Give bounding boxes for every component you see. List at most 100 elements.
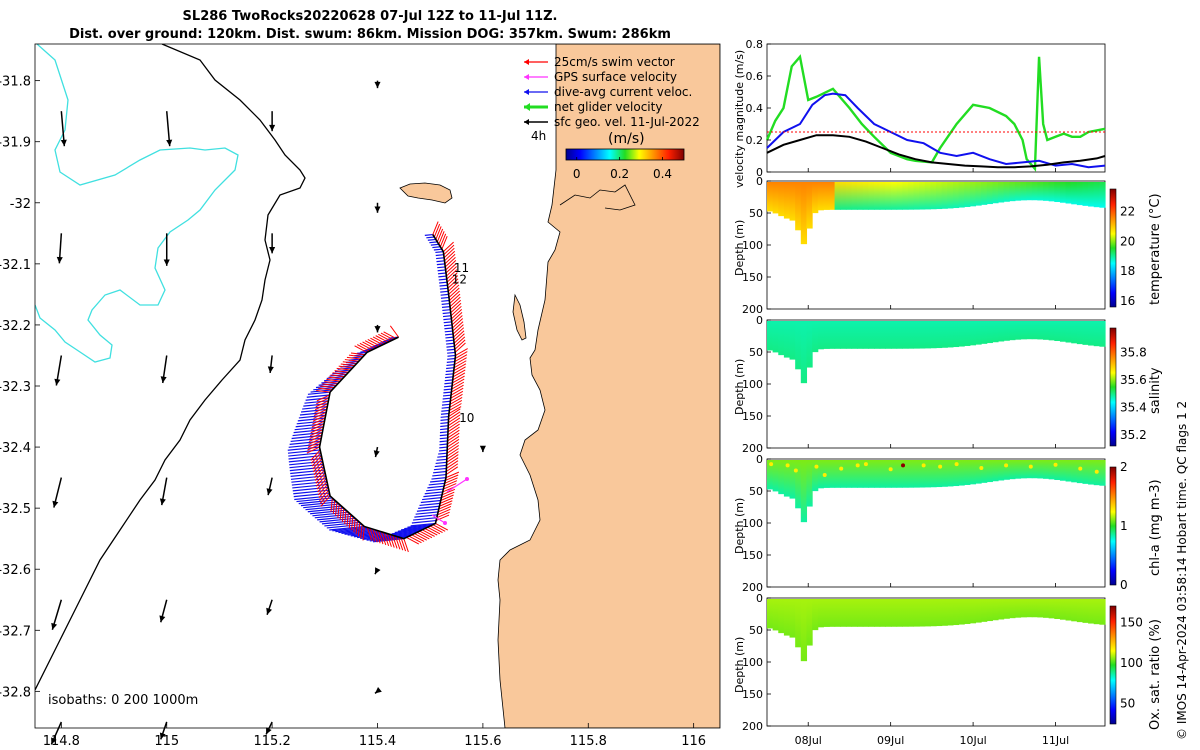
section-strip (896, 182, 903, 210)
section-strip (828, 599, 836, 627)
depth-tick-label: 0 (756, 175, 763, 188)
velocity-series-line (766, 134, 1106, 169)
section-strip (1082, 182, 1089, 206)
isobath-200m (35, 44, 306, 691)
velocity-y-tick-label: 0.4 (746, 102, 764, 115)
map-x-tick-label: 116 (681, 734, 706, 749)
colorbar-tick-label: 22 (1120, 204, 1135, 218)
section-strip (969, 599, 977, 624)
section-strip (1009, 321, 1016, 341)
section-strip (975, 599, 982, 623)
section-strip (1003, 599, 1010, 619)
section-strip (885, 599, 892, 627)
section-strip (952, 321, 960, 348)
section-strip (1043, 599, 1050, 618)
geo-velocity-vector (374, 80, 381, 89)
section-strip (981, 599, 988, 622)
depth-tick-label: 50 (749, 485, 763, 498)
colorbar-tick-label: 20 (1120, 234, 1135, 248)
legend-entry-dive-avg: dive-avg current veloc. (554, 85, 692, 99)
section-strip (1037, 321, 1044, 340)
depth-tick-label: 0 (756, 592, 763, 605)
map-y-tick-label: -32.2 (0, 319, 31, 334)
section-strip (941, 460, 948, 487)
section-strip (874, 321, 881, 349)
section-strip (986, 182, 993, 205)
section-panel: 0 50 100 150 200 50 100 150 (742, 592, 1143, 733)
section-strip (772, 599, 779, 631)
section-strip (941, 321, 948, 348)
depth-tick-label: 150 (742, 549, 763, 562)
section-strip (1048, 599, 1055, 619)
section-strip (868, 460, 875, 488)
section-strip (924, 460, 931, 488)
geo-velocity-vector (266, 477, 273, 496)
section-strip (828, 321, 836, 349)
section-strip (874, 460, 881, 488)
section-strip (795, 321, 802, 370)
map-y-tick-label: -32.7 (0, 624, 31, 639)
section-strip (795, 182, 802, 231)
section-strip (1088, 321, 1095, 346)
section-strip (845, 182, 853, 210)
geo-velocity-vector (52, 477, 63, 508)
map-x-tick-label: 115.6 (464, 734, 501, 749)
section-strip (930, 599, 937, 627)
section-strip (919, 182, 926, 210)
section-colorbar (1109, 466, 1117, 586)
section-strip (1014, 460, 1022, 479)
section-strip (812, 321, 819, 353)
legend-time-label: 4h (531, 129, 546, 143)
time-tick-label: 10Jul (959, 734, 986, 747)
section-strip (1020, 321, 1027, 340)
section-strip (1014, 599, 1022, 618)
geo-velocity-vector (374, 567, 381, 575)
section-strip (890, 321, 898, 349)
depth-axis-label: Depth (m) (733, 219, 746, 276)
section-strip (1031, 460, 1038, 479)
map-colorbar-tick-label: 0.2 (610, 167, 629, 181)
section-strip (800, 321, 808, 384)
chl-dots (769, 462, 1099, 477)
section-strip (890, 460, 898, 488)
section-strip (975, 460, 982, 484)
section-strip (812, 460, 819, 492)
colorbar-tick-label: 35.2 (1120, 428, 1147, 442)
section-strip (958, 182, 965, 208)
velocity-y-tick-label: 0.2 (746, 134, 764, 147)
section-strip (812, 599, 819, 631)
section-strip (862, 460, 869, 488)
section-strip (913, 321, 920, 349)
geo-velocity-vector (269, 233, 276, 254)
section-strip (964, 182, 971, 207)
geo-velocity-vector (479, 445, 486, 453)
section-strip (952, 599, 960, 626)
section-strip (834, 460, 841, 488)
section-strip (1065, 460, 1072, 482)
section-strip (1099, 599, 1106, 625)
map-colorbar-label: (m/s) (608, 131, 645, 147)
colorbar-tick-label: 2 (1120, 460, 1128, 474)
section-strip (874, 599, 881, 627)
colorbar-tick-label: 35.4 (1120, 401, 1147, 415)
section-strip (1088, 182, 1095, 207)
section-strip (981, 460, 988, 483)
section-strip (907, 460, 915, 488)
depth-tick-label: 0 (756, 314, 763, 327)
section-strip (952, 182, 960, 209)
depth-tick-label: 50 (749, 624, 763, 637)
section-strip (902, 182, 909, 210)
section-strip (767, 460, 774, 490)
section-strip (1076, 182, 1084, 206)
section-strip (857, 460, 864, 488)
section-strip (1043, 460, 1050, 479)
section-colorbar (1109, 605, 1117, 725)
section-strip (947, 460, 954, 487)
section-strip (812, 182, 819, 214)
section-strip (1026, 460, 1033, 479)
colorbar-tick-label: 1 (1120, 519, 1128, 533)
section-strip (997, 182, 1005, 203)
colorbar-label: salinity (1148, 367, 1163, 414)
depth-tick-label: 150 (742, 410, 763, 423)
